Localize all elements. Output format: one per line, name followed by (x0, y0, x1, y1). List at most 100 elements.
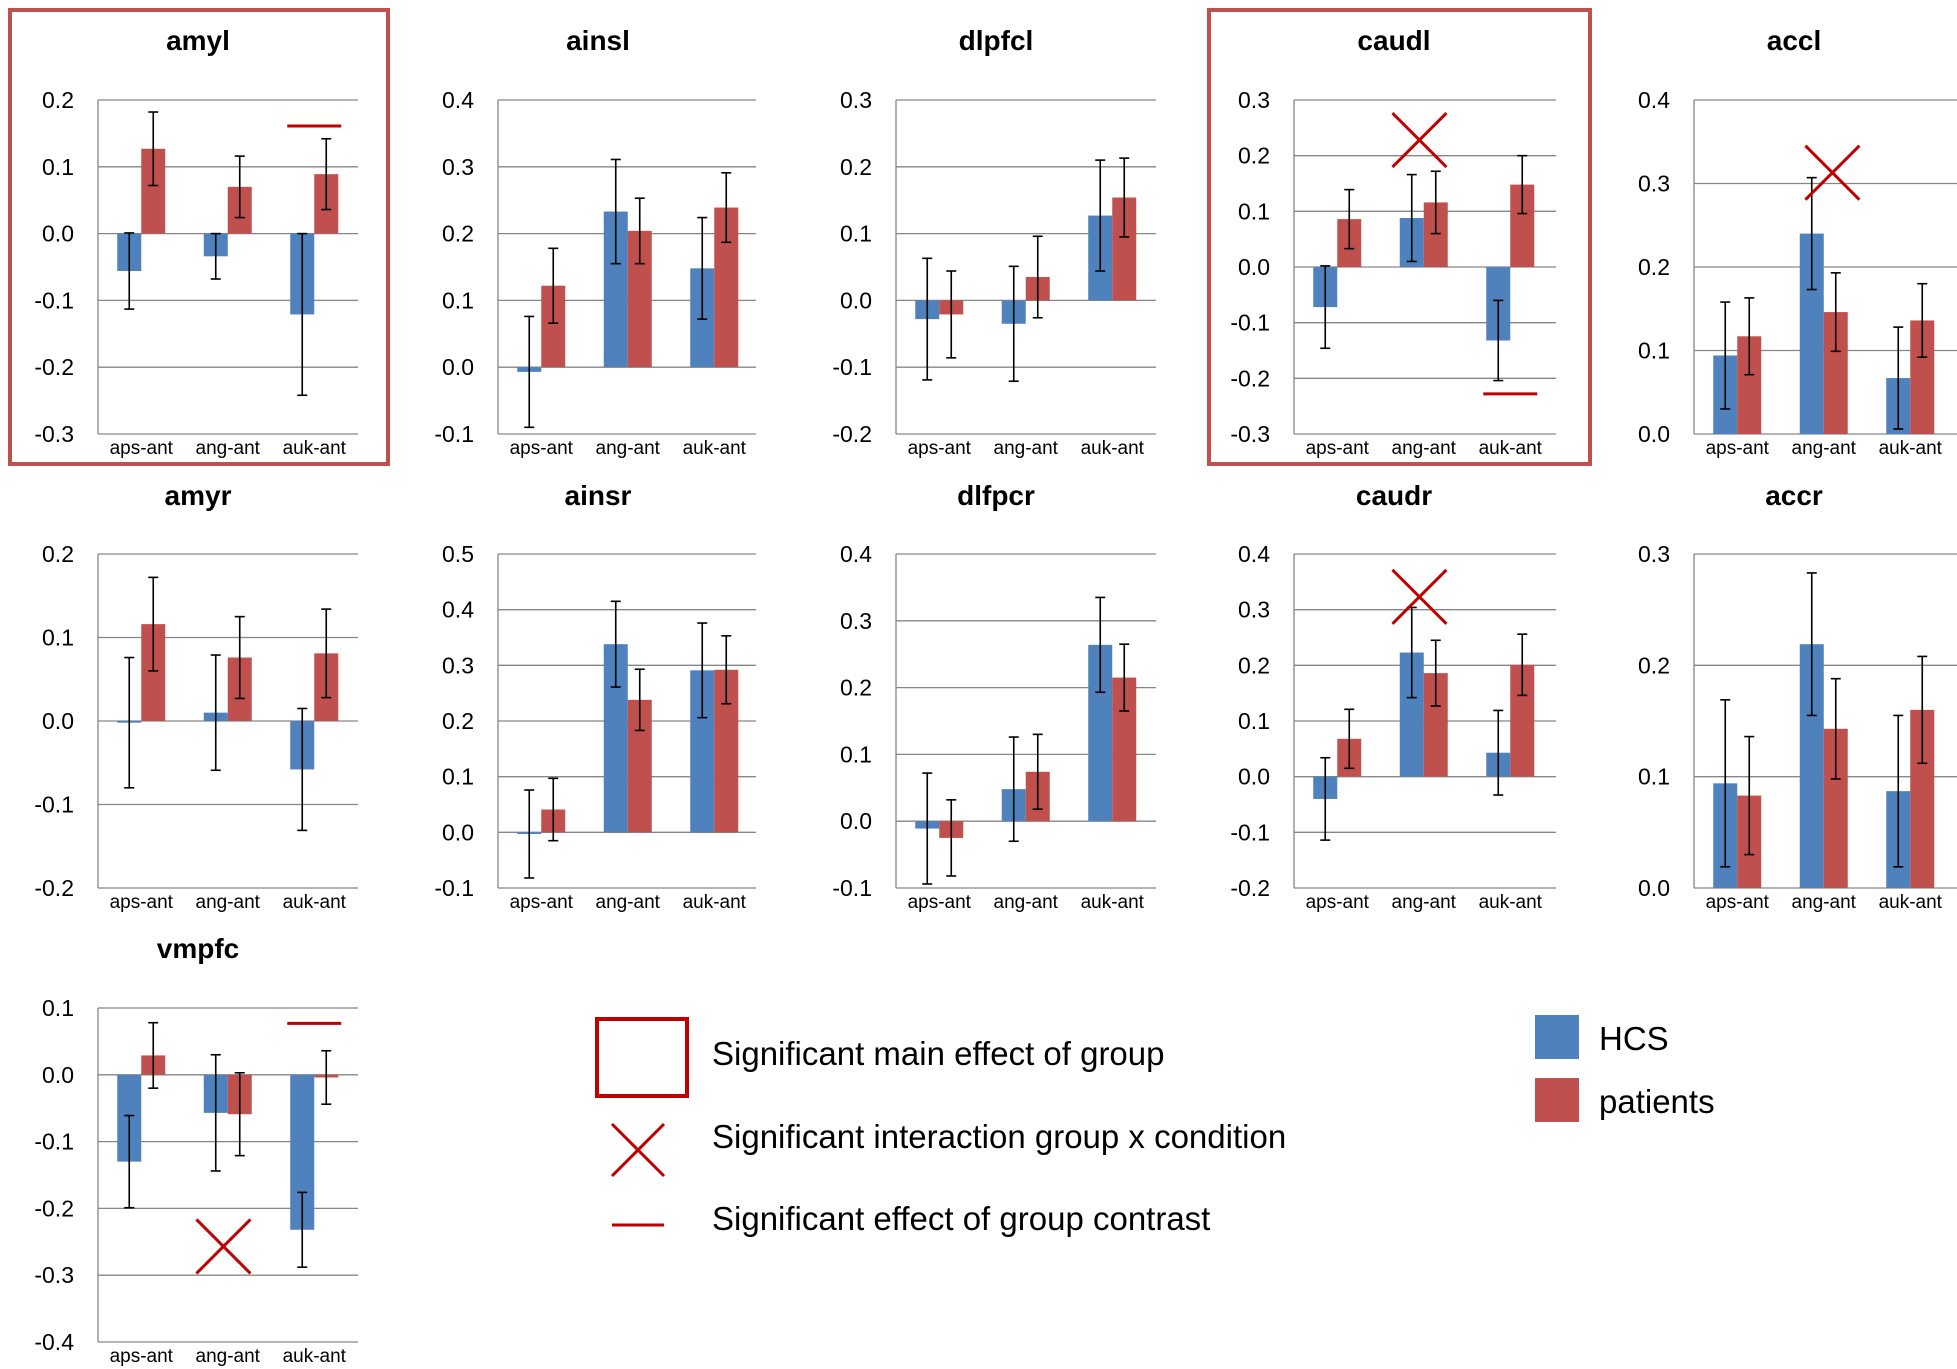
legend-hcs-text: HCS (1599, 1020, 1669, 1057)
error-bar (721, 635, 732, 705)
error-bar (697, 216, 708, 320)
y-tick-label: 0.1 (442, 764, 474, 790)
error-bar (922, 772, 933, 885)
y-tick-label: 0.1 (42, 625, 74, 651)
error-bar (124, 232, 135, 310)
error-bar (1344, 188, 1355, 250)
chart-title: dlfpcr (957, 480, 1035, 511)
x-tick-label: auk-ant (283, 438, 347, 459)
error-bar (1893, 326, 1904, 430)
error-bar (1744, 297, 1755, 376)
y-tick-label: 0.2 (442, 708, 474, 734)
y-tick-label: 0.4 (442, 597, 474, 623)
y-tick-label: 0.2 (1238, 143, 1270, 169)
y-tick-label: 0.4 (840, 541, 872, 567)
patients-swatch (1535, 1078, 1579, 1122)
error-bar (524, 789, 535, 879)
error-bar (1830, 272, 1841, 353)
y-tick-label: 0.1 (1638, 338, 1670, 364)
error-bar (210, 654, 221, 772)
chart-panels: amyl 0.2 0.1 0.0 -0.1 -0.2 -0.3 aps-ant ang-ant a… (8, 8, 1957, 1367)
error-bar (1032, 733, 1043, 810)
x-tick-label: ang-ant (1792, 438, 1857, 459)
y-tick-label: 0.0 (1238, 254, 1270, 280)
main-effect-frame (8, 8, 390, 466)
error-bar (210, 232, 221, 280)
y-tick-label: 0.3 (442, 652, 474, 678)
y-tick-label: 0.5 (442, 541, 474, 567)
legend-main-effect-text: Significant main effect of group (712, 1035, 1165, 1072)
error-bar (634, 668, 645, 732)
interaction-cross-icon (1804, 144, 1861, 201)
chart-title: vmpfc (157, 933, 239, 964)
error-bar (922, 257, 933, 381)
chart-dlpfcl: dlpfcl 0.3 0.2 0.1 0.0 -0.1 -0.2 aps-ant ang-ant… (832, 25, 1156, 459)
y-tick-label: -0.3 (1230, 421, 1270, 447)
series-legend: HCS patients (1535, 1015, 1715, 1122)
y-tick-label: -0.3 (34, 421, 74, 447)
y-tick-label: 0.0 (1638, 421, 1670, 447)
y-tick-label: 0.1 (1638, 764, 1670, 790)
chart-caudr: caudr 0.4 0.3 0.2 0.1 0.0 -0.1 -0.2 aps-ant ang-a… (1230, 480, 1556, 913)
error-bar (697, 622, 708, 719)
error-bar (548, 777, 559, 842)
x-tick-label: auk-ant (683, 438, 747, 459)
y-tick-label: -0.2 (34, 1195, 74, 1221)
y-tick-label: 0.0 (840, 808, 872, 834)
main-effect-frame (1207, 8, 1592, 466)
y-tick-label: -0.2 (34, 875, 74, 901)
error-bar (124, 1114, 135, 1209)
error-bar (1517, 633, 1528, 697)
chart-amyl: amyl 0.2 0.1 0.0 -0.1 -0.2 -0.3 aps-ant ang-ant a… (34, 25, 358, 459)
chart-title: amyr (165, 480, 232, 511)
error-bar (1119, 643, 1130, 712)
y-tick-label: -0.1 (34, 287, 74, 313)
error-bar (1917, 655, 1928, 765)
y-tick-label: 0.1 (840, 741, 872, 767)
y-tick-label: -0.1 (434, 875, 474, 901)
box-icon (595, 1017, 689, 1098)
x-tick-label: aps-ant (1706, 438, 1770, 459)
x-tick-label: ang-ant (196, 1346, 261, 1367)
error-bar (321, 1049, 332, 1105)
error-bar (321, 608, 332, 699)
interaction-cross-icon (195, 1218, 252, 1275)
error-bar (1032, 235, 1043, 319)
chart-dlfpcr: dlfpcr 0.4 0.3 0.2 0.1 0.0 -0.1 aps-ant ang-ant a… (832, 480, 1156, 913)
y-tick-label: 0.3 (1638, 171, 1670, 197)
y-tick-label: 0.1 (1238, 708, 1270, 734)
chart-ainsl: ainsl 0.4 0.3 0.2 0.1 0.0 -0.1 aps-ant ang-ant au… (434, 25, 756, 459)
error-bar (1517, 154, 1528, 215)
chart-title: ainsl (566, 25, 630, 56)
y-tick-label: -0.1 (34, 1129, 74, 1155)
x-tick-label: auk-ant (1081, 892, 1145, 913)
x-tick-label: auk-ant (1479, 892, 1543, 913)
x-tick-label: aps-ant (510, 438, 574, 459)
legend-patients-text: patients (1599, 1083, 1715, 1120)
error-bar (1095, 159, 1106, 272)
error-bar (1095, 596, 1106, 694)
x-tick-label: aps-ant (110, 1346, 174, 1367)
y-tick-label: 0.3 (1238, 597, 1270, 623)
y-tick-label: 0.3 (840, 608, 872, 634)
error-bar (234, 615, 245, 700)
x-tick-label: auk-ant (1479, 438, 1543, 459)
x-tick-label: aps-ant (1306, 438, 1370, 459)
error-bar (721, 172, 732, 244)
x-tick-label: ang-ant (1392, 438, 1457, 459)
y-tick-label: 0.4 (1638, 87, 1670, 113)
y-tick-label: 0.0 (442, 819, 474, 845)
chart-vmpfc: vmpfc 0.1 0.0 -0.1 -0.2 -0.3 -0.4 aps-ant ang-an… (34, 933, 358, 1367)
error-bar (234, 1071, 245, 1157)
error-bar (1720, 301, 1731, 410)
y-tick-label: -0.1 (434, 421, 474, 447)
error-bar (1493, 299, 1504, 382)
y-tick-label: 0.0 (1638, 875, 1670, 901)
y-tick-label: 0.0 (42, 1062, 74, 1088)
chart-title: amyl (166, 25, 230, 56)
hcs-swatch (1535, 1015, 1579, 1059)
chart-ainsr: ainsr 0.5 0.4 0.3 0.2 0.1 0.0 -0.1 aps-ant ang-an… (434, 480, 756, 913)
chart-title: dlpfcl (959, 25, 1034, 56)
interaction-cross-icon (1391, 112, 1448, 169)
x-tick-label: aps-ant (510, 892, 574, 913)
